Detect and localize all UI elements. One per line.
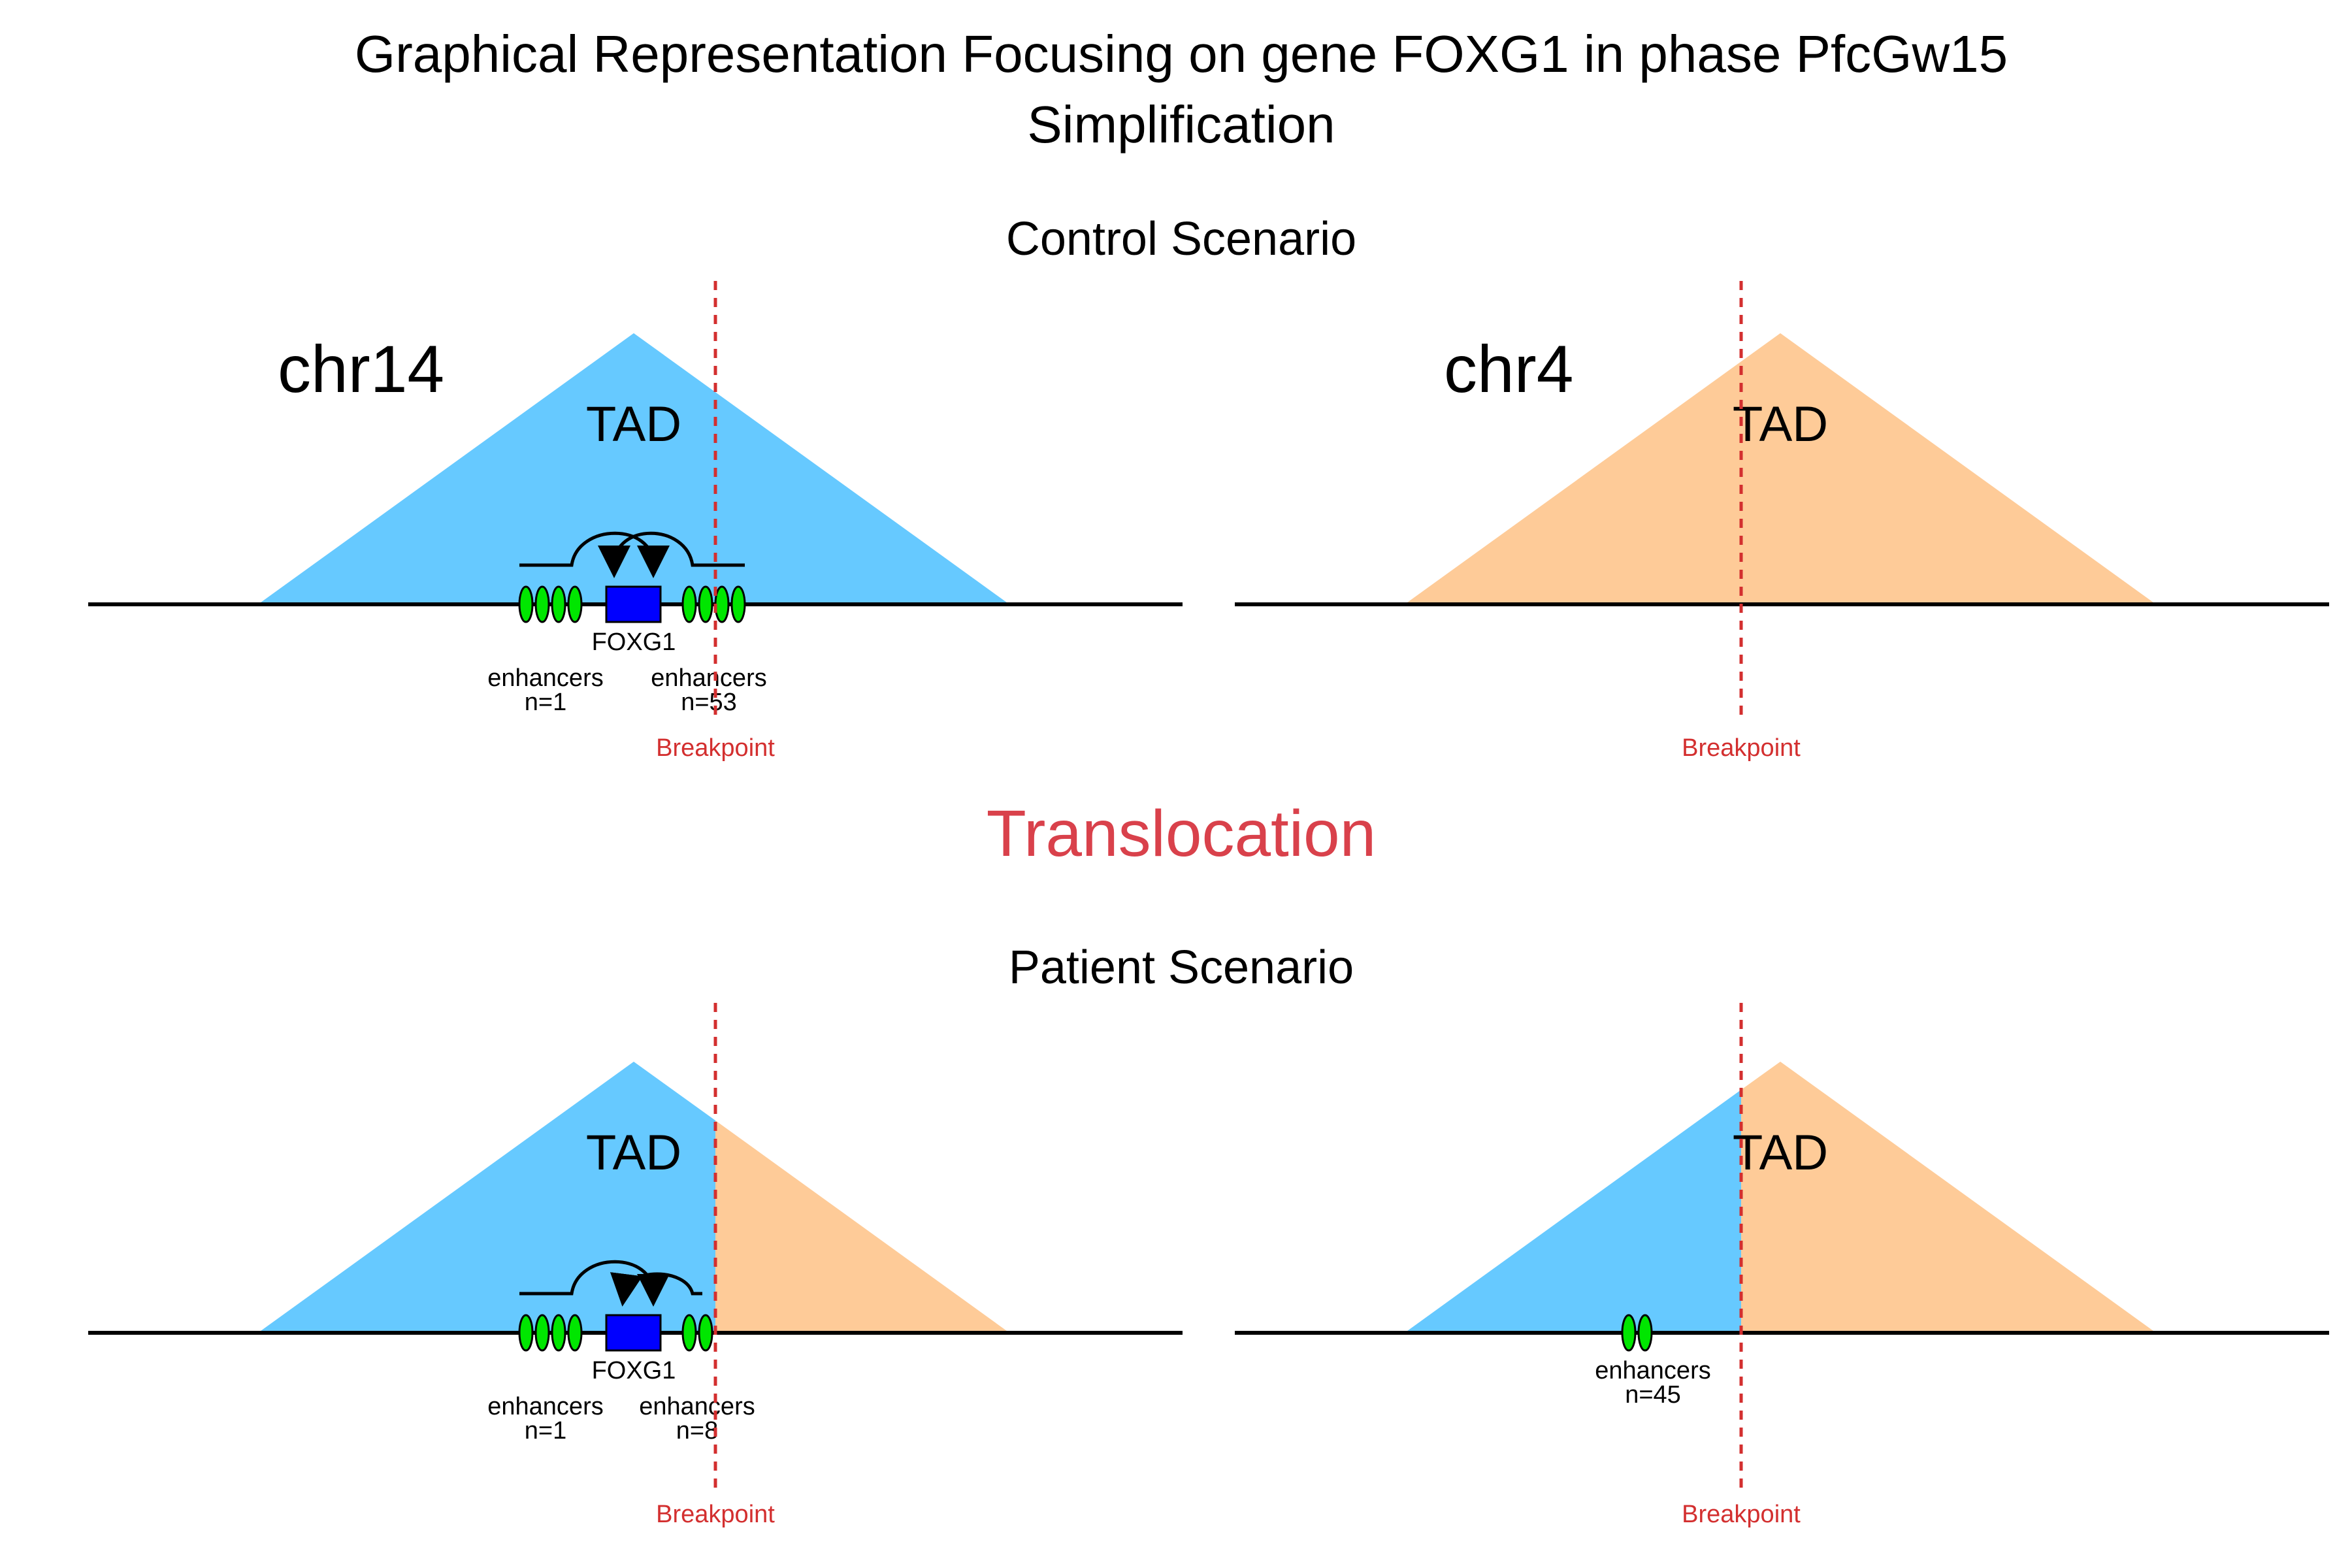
patient-right-tad-label: TAD — [1733, 1125, 1828, 1181]
patient-foxg1-gene-box — [605, 1314, 662, 1352]
control-chr14-enhancers-left — [518, 585, 583, 623]
enhancer-icon — [518, 1314, 534, 1352]
patient-enhancers-left-label: enhancers — [487, 1393, 603, 1420]
patient-enhancers-left-count: n=1 — [525, 1417, 566, 1445]
control-chr4-panel: chr4 TAD Breakpoint — [1235, 281, 2329, 762]
control-scenario-heading: Control Scenario — [1006, 213, 1356, 265]
enhancer-icon — [551, 1314, 566, 1352]
control-chr14-breakpoint-label: Breakpoint — [656, 734, 775, 762]
patient-left-tad-blue-part — [258, 1062, 715, 1333]
control-enhancers-right-count: n=53 — [681, 689, 737, 716]
control-chr4-breakpoint-label: Breakpoint — [1682, 734, 1801, 762]
patient-left-tad-orange-part — [715, 1120, 1009, 1333]
control-chr4-tad — [1405, 333, 2156, 604]
control-chr14-tad-label: TAD — [586, 397, 681, 452]
patient-left-enhancers-left — [518, 1314, 583, 1352]
enhancer-icon — [518, 585, 534, 623]
control-enhancers-left-label: enhancers — [487, 664, 603, 692]
patient-left-tad-label: TAD — [586, 1125, 681, 1181]
patient-left-breakpoint-label: Breakpoint — [656, 1501, 775, 1528]
enhancer-icon — [1637, 1314, 1653, 1352]
enhancer-icon — [698, 1314, 713, 1352]
patient-enhancers-right-count: n=8 — [676, 1417, 718, 1445]
control-chr4-tad-label: TAD — [1733, 397, 1828, 452]
diagram-title-line2: Simplification — [1027, 95, 1335, 154]
patient-left-regulation-arcs — [519, 1260, 702, 1307]
enhancer-icon — [534, 585, 550, 623]
enhancer-icon — [551, 585, 566, 623]
enhancer-icon — [681, 585, 697, 623]
patient-enhancers-right-label: enhancers — [639, 1393, 755, 1420]
enhancer-icon — [1621, 1314, 1637, 1352]
patient-right-tad-blue-part — [1405, 1090, 1741, 1333]
patient-right-panel: TAD enhancers n=45 Breakpoint — [1235, 1003, 2329, 1528]
control-chr14-enhancers-right — [681, 585, 746, 623]
control-chr14-regulation-arcs — [519, 531, 745, 578]
translocation-label: Translocation — [987, 797, 1377, 870]
patient-left-enhancers-right — [681, 1314, 713, 1352]
control-foxg1-gene-box — [605, 585, 662, 623]
patient-right-tad-orange-part — [1741, 1062, 2156, 1333]
control-chr14-panel: chr14 TAD FOXG1 enhancers n=1 enhancers … — [88, 281, 1183, 762]
control-enhancers-right-label: enhancers — [651, 664, 766, 692]
enhancer-icon — [567, 585, 583, 623]
patient-left-panel: TAD FOXG1 enhancers n=1 enhancers n=8 Br… — [88, 1003, 1183, 1528]
enhancer-icon — [681, 1314, 697, 1352]
enhancer-icon — [698, 585, 713, 623]
control-chr14-label: chr14 — [278, 332, 444, 406]
control-enhancers-left-count: n=1 — [525, 689, 566, 716]
enhancer-icon — [534, 1314, 550, 1352]
patient-foxg1-gene-label: FOXG1 — [592, 1357, 676, 1384]
patient-right-enhancers-label: enhancers — [1595, 1357, 1710, 1384]
patient-right-breakpoint-label: Breakpoint — [1682, 1501, 1801, 1528]
patient-right-enhancers-count: n=45 — [1625, 1381, 1681, 1409]
diagram-title-line1: Graphical Representation Focusing on gen… — [355, 25, 2008, 83]
enhancer-icon — [714, 585, 730, 623]
control-chr14-tad — [258, 333, 1009, 604]
patient-scenario-heading: Patient Scenario — [1009, 941, 1354, 994]
patient-right-enhancers — [1621, 1314, 1653, 1352]
enhancer-icon — [730, 585, 746, 623]
control-chr4-label: chr4 — [1444, 332, 1573, 406]
control-foxg1-gene-label: FOXG1 — [592, 629, 676, 656]
enhancer-icon — [567, 1314, 583, 1352]
